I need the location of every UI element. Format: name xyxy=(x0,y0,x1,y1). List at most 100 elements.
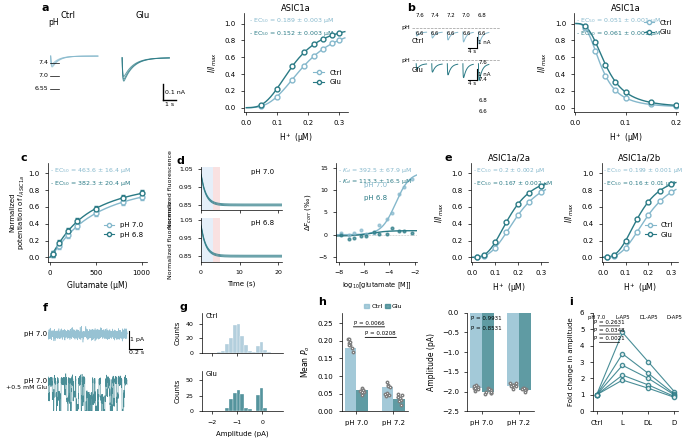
Text: f: f xyxy=(43,303,48,313)
Text: - EC$_{50}$ = 0.061 ± 0.001 μM: - EC$_{50}$ = 0.061 ± 0.001 μM xyxy=(577,29,662,38)
Bar xyxy=(221,351,225,353)
Y-axis label: Counts: Counts xyxy=(174,379,180,403)
Text: P = 0.2631: P = 0.2631 xyxy=(595,320,625,325)
Point xyxy=(407,175,418,182)
Point xyxy=(394,228,405,235)
Text: a: a xyxy=(41,4,49,13)
Text: 6.6: 6.6 xyxy=(431,31,439,36)
Text: 6.55: 6.55 xyxy=(35,86,49,91)
Text: 6.6: 6.6 xyxy=(478,110,487,114)
Text: P = 0.0348: P = 0.0348 xyxy=(595,328,625,333)
X-axis label: Amplitude (pA): Amplitude (pA) xyxy=(216,430,269,437)
Text: - EC$_{50}$ = 382.3 ± 20.4 μM: - EC$_{50}$ = 382.3 ± 20.4 μM xyxy=(50,179,132,188)
Bar xyxy=(233,325,236,353)
Text: 1 nA: 1 nA xyxy=(478,72,491,77)
Bar xyxy=(212,167,221,211)
Bar xyxy=(248,351,252,353)
Text: b: b xyxy=(407,4,415,13)
Point xyxy=(373,230,384,237)
Bar xyxy=(201,218,212,261)
Bar xyxy=(225,408,229,411)
Point xyxy=(361,231,372,238)
Y-axis label: Mean $P_o$: Mean $P_o$ xyxy=(299,346,312,379)
Text: - EC$_{50}$ = 463.6 ± 16.4 μM: - EC$_{50}$ = 463.6 ± 16.4 μM xyxy=(50,166,132,175)
Bar xyxy=(264,408,267,411)
Text: 4 s: 4 s xyxy=(469,49,477,54)
Point xyxy=(336,230,347,237)
Text: 1 s: 1 s xyxy=(165,102,174,107)
Text: 6.8: 6.8 xyxy=(478,98,487,103)
Text: L-AP5: L-AP5 xyxy=(615,315,630,320)
Text: Glu: Glu xyxy=(206,371,218,377)
Text: - EC$_{50}$ = 0.2 ± 0.002 μM: - EC$_{50}$ = 0.2 ± 0.002 μM xyxy=(473,166,545,175)
Bar xyxy=(260,388,264,411)
X-axis label: H$^+$ (μM): H$^+$ (μM) xyxy=(623,282,657,295)
Bar xyxy=(240,336,244,353)
Text: pH: pH xyxy=(48,18,59,27)
Text: D-AP5: D-AP5 xyxy=(667,315,682,320)
Y-axis label: Amplitude (pA): Amplitude (pA) xyxy=(427,333,436,391)
Point xyxy=(382,230,393,237)
Text: pH: pH xyxy=(401,58,410,63)
Y-axis label: $I$/$I_{max}$: $I$/$I_{max}$ xyxy=(564,202,576,223)
Text: - EC$_{50}$ = 0.051 ± 0.001 μM: - EC$_{50}$ = 0.051 ± 0.001 μM xyxy=(577,17,662,25)
Y-axis label: $I$/$I_{max}$: $I$/$I_{max}$ xyxy=(537,52,549,73)
Text: - EC$_{50}$ = 0.152 ± 0.003 μM: - EC$_{50}$ = 0.152 ± 0.003 μM xyxy=(249,29,334,38)
Text: pH 7.0: pH 7.0 xyxy=(24,331,47,337)
Point xyxy=(373,221,384,228)
Bar xyxy=(244,408,248,411)
Text: 7.4: 7.4 xyxy=(478,76,487,81)
Text: d: d xyxy=(177,156,184,165)
Bar xyxy=(244,345,248,353)
Text: 0.2 s: 0.2 s xyxy=(129,350,144,355)
Bar xyxy=(233,392,236,411)
Point xyxy=(399,227,410,234)
Legend: Ctrl, Glu: Ctrl, Glu xyxy=(640,17,675,38)
Point xyxy=(386,225,397,232)
Text: - $K_d$ = 113.3 ± 16.5 μM: - $K_d$ = 113.3 ± 16.5 μM xyxy=(338,177,412,186)
Bar xyxy=(236,325,240,353)
Text: 7.6: 7.6 xyxy=(478,60,487,65)
Point xyxy=(348,229,359,236)
Title: ASIC1a: ASIC1a xyxy=(612,4,641,13)
X-axis label: H$^+$ (μM): H$^+$ (μM) xyxy=(493,282,526,295)
Text: +0.5 mM Glu: +0.5 mM Glu xyxy=(6,385,47,391)
Title: ASIC1a: ASIC1a xyxy=(281,4,311,13)
Text: 6.6: 6.6 xyxy=(416,31,424,36)
Bar xyxy=(248,409,252,411)
Bar xyxy=(519,313,531,390)
Bar xyxy=(393,399,405,411)
Title: ASIC1a/2a: ASIC1a/2a xyxy=(488,153,531,162)
Legend: Ctrl, Glu: Ctrl, Glu xyxy=(362,301,405,312)
Bar xyxy=(256,346,260,353)
X-axis label: log$_{10}$[glutamate [M]]: log$_{10}$[glutamate [M]] xyxy=(342,280,412,291)
Bar xyxy=(236,390,240,411)
Bar xyxy=(382,387,393,411)
Text: pH 7.0: pH 7.0 xyxy=(24,378,47,384)
Y-axis label: Fold change in amplitude: Fold change in amplitude xyxy=(569,318,574,406)
Text: P = 0.9931: P = 0.9931 xyxy=(471,316,501,320)
Text: 4 s: 4 s xyxy=(469,80,477,85)
Text: pH: pH xyxy=(401,25,410,30)
Text: Ctrl: Ctrl xyxy=(206,312,219,319)
Text: g: g xyxy=(179,302,187,312)
Bar xyxy=(507,313,519,386)
Bar xyxy=(229,399,233,411)
Bar xyxy=(264,350,267,353)
Text: - $K_d$ = 392.5 ± 67.9 μM: - $K_d$ = 392.5 ± 67.9 μM xyxy=(338,166,412,175)
Y-axis label: Counts: Counts xyxy=(174,320,180,345)
Text: - EC$_{50}$ = 0.16 ± 0.01 μM: - EC$_{50}$ = 0.16 ± 0.01 μM xyxy=(603,179,676,188)
Text: Ctrl: Ctrl xyxy=(61,11,75,20)
Bar xyxy=(201,167,212,211)
Point xyxy=(407,230,418,237)
Point xyxy=(361,232,372,239)
Text: pH 7.0: pH 7.0 xyxy=(364,182,388,188)
Text: pH 7.0: pH 7.0 xyxy=(251,169,275,174)
Text: Glu: Glu xyxy=(412,67,424,73)
Text: 7.4: 7.4 xyxy=(38,60,49,65)
Point xyxy=(369,229,379,236)
Text: 7.4: 7.4 xyxy=(431,13,440,18)
Y-axis label: $I$/$I_{max}$: $I$/$I_{max}$ xyxy=(207,52,219,73)
Bar xyxy=(267,352,271,353)
Text: h: h xyxy=(319,297,326,307)
